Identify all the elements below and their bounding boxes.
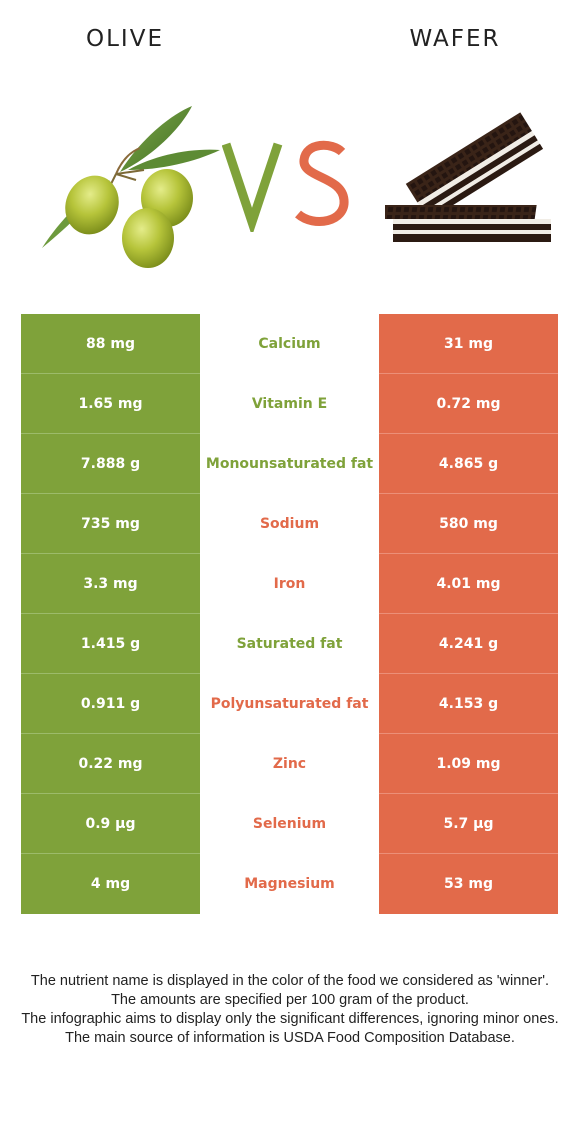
wafer-value: 580 mg — [379, 494, 558, 554]
olive-value: 88 mg — [21, 314, 200, 374]
wafer-value: 4.01 mg — [379, 554, 558, 614]
table-row: 1.415 g Saturated fat 4.241 g — [21, 614, 558, 674]
footer-note: The amounts are specified per 100 gram o… — [111, 992, 469, 1008]
nutrient-name: Iron — [200, 554, 379, 614]
table-row: 7.888 g Monounsaturated fat 4.865 g — [21, 434, 558, 494]
vs-label — [222, 140, 349, 232]
footer-notes: The nutrient name is displayed in the co… — [10, 972, 570, 1048]
nutrient-name: Zinc — [200, 734, 379, 794]
olive-value: 4 mg — [21, 854, 200, 914]
right-food-title: WAFER — [409, 26, 501, 52]
wafer-value: 4.241 g — [379, 614, 558, 674]
table-row: 3.3 mg Iron 4.01 mg — [21, 554, 558, 614]
nutrient-name: Selenium — [200, 794, 379, 854]
nutrient-name: Saturated fat — [200, 614, 379, 674]
table-row: 735 mg Sodium 580 mg — [21, 494, 558, 554]
wafer-value: 4.865 g — [379, 434, 558, 494]
olive-value: 0.911 g — [21, 674, 200, 734]
olive-value: 735 mg — [21, 494, 200, 554]
olive-value: 0.9 µg — [21, 794, 200, 854]
olive-image — [42, 106, 220, 268]
nutrient-name: Calcium — [200, 314, 379, 374]
wafer-image — [385, 112, 551, 242]
table-row: 0.22 mg Zinc 1.09 mg — [21, 734, 558, 794]
table-row: 0.9 µg Selenium 5.7 µg — [21, 794, 558, 854]
olive-value: 1.65 mg — [21, 374, 200, 434]
nutrient-name: Vitamin E — [200, 374, 379, 434]
table-row: 4 mg Magnesium 53 mg — [21, 854, 558, 914]
wafer-value: 5.7 µg — [379, 794, 558, 854]
nutrient-name: Monounsaturated fat — [200, 434, 379, 494]
olive-value: 3.3 mg — [21, 554, 200, 614]
olive-value: 1.415 g — [21, 614, 200, 674]
wafer-value: 53 mg — [379, 854, 558, 914]
footer-note: The infographic aims to display only the… — [21, 1011, 559, 1027]
wafer-value: 1.09 mg — [379, 734, 558, 794]
nutrient-name: Polyunsaturated fat — [200, 674, 379, 734]
wafer-value: 4.153 g — [379, 674, 558, 734]
olive-value: 7.888 g — [21, 434, 200, 494]
footer-note: The main source of information is USDA F… — [65, 1030, 515, 1046]
left-food-title: OLIVE — [86, 26, 164, 52]
table-row: 88 mg Calcium 31 mg — [21, 314, 558, 374]
table-row: 0.911 g Polyunsaturated fat 4.153 g — [21, 674, 558, 734]
nutrient-name: Sodium — [200, 494, 379, 554]
footer-note: The nutrient name is displayed in the co… — [30, 973, 550, 989]
comparison-table: 88 mg Calcium 31 mg 1.65 mg Vitamin E 0.72 mg… — [21, 314, 558, 914]
nutrient-name: Magnesium — [200, 854, 379, 914]
wafer-value: 31 mg — [379, 314, 558, 374]
wafer-value: 0.72 mg — [379, 374, 558, 434]
olive-value: 0.22 mg — [21, 734, 200, 794]
table-row: 1.65 mg Vitamin E 0.72 mg — [21, 374, 558, 434]
